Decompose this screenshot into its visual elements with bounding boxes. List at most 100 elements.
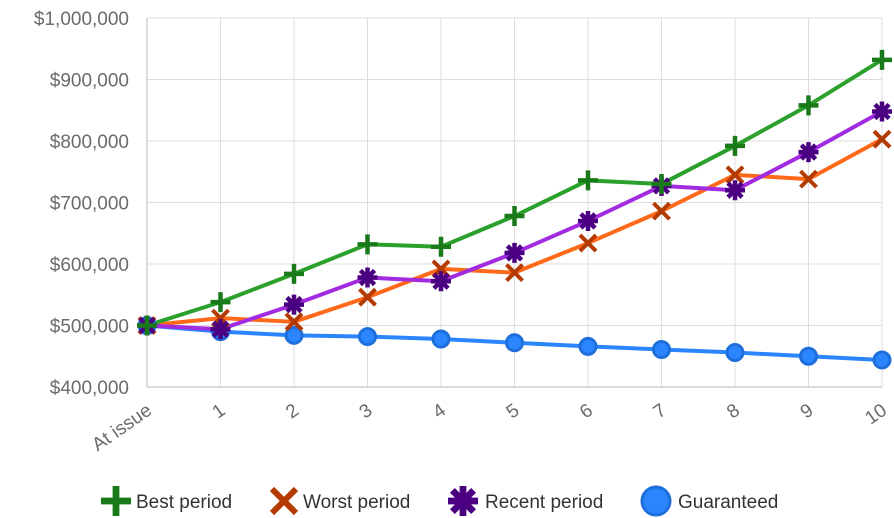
y-tick-label: $600,000 [50,255,129,276]
data-point-guaranteed [358,327,377,347]
x-tick-label: 8 [723,400,744,423]
data-point-best-period [798,95,819,116]
plus-marker-stroke [137,315,157,336]
data-point-guaranteed [652,339,671,359]
legend-marker-shape [269,486,299,516]
plus-marker-stroke [504,206,525,227]
data-point-best-period [284,263,304,284]
circle-marker-shape [358,327,377,347]
data-point-guaranteed [284,325,304,345]
data-point-guaranteed [431,329,451,349]
data-point-recent-period [431,271,451,292]
legend-marker-icon [101,486,131,516]
data-point-guaranteed [578,336,598,356]
y-tick-label: $800,000 [50,132,129,153]
data-point-best-period [357,234,378,255]
legend-item-worst-period: Worst period [269,486,410,516]
asterisk-marker-stroke [872,101,892,122]
plus-marker-stroke [578,170,598,191]
x-marker-stroke [284,312,304,332]
asterisk-marker-stroke [448,486,478,516]
y-tick-label: $900,000 [50,71,129,92]
x-marker-stroke [799,169,818,189]
data-point-best-period [725,135,745,156]
plus-marker-stroke [210,292,231,313]
x-axis-tick-labels: At issue 1 2 3 4 5 6 7 8 9 10 [88,400,890,456]
x-tick-label: 5 [503,400,524,423]
asterisk-marker-stroke [798,142,819,163]
circle-marker-shape [578,336,598,356]
legend-label: Guaranteed [678,492,778,513]
x-marker-stroke [652,201,671,221]
x-tick-label: 1 [209,400,230,423]
plus-marker-stroke [651,174,672,195]
x-tick-label: 10 [862,400,891,429]
data-point-guaranteed [799,346,818,366]
asterisk-marker-stroke [284,294,304,315]
asterisk-marker-stroke [210,319,231,340]
circle-marker-shape [872,350,892,370]
data-point-best-period [431,236,451,257]
legend-item-best-period: Best period [101,486,232,516]
x-marker-stroke [358,287,377,307]
legend: Best period Worst period Recent period Guar… [101,485,778,517]
circle-marker-shape [505,333,524,353]
data-point-worst-period [284,312,304,332]
plus-marker-stroke [725,135,745,156]
legend-item-guaranteed: Guaranteed [640,485,778,517]
legend-label: Best period [136,492,232,513]
circle-marker-shape [799,346,818,366]
y-tick-label: $400,000 [50,378,129,399]
x-marker-stroke [725,165,745,185]
grid-lines [147,17,883,388]
data-point-recent-period [357,267,378,288]
legend-item-recent-period: Recent period [448,486,603,516]
data-point-recent-period [284,294,304,315]
asterisk-marker-stroke [504,242,525,263]
x-marker-stroke [872,129,892,149]
x-tick-label: 7 [650,400,671,423]
circle-marker-shape [284,325,304,345]
legend-marker-shape [448,486,478,516]
data-point-recent-period [504,242,525,263]
plus-marker-stroke [101,486,131,516]
legend-marker-icon [269,486,299,516]
legend-marker-icon [448,486,478,516]
data-point-recent-period [578,210,598,231]
x-tick-label: 9 [797,400,818,423]
data-point-guaranteed [725,343,745,363]
data-point-guaranteed [505,333,524,353]
asterisk-marker-stroke [431,271,451,292]
plus-marker-stroke [798,95,819,116]
plus-marker-stroke [872,49,892,70]
asterisk-marker-stroke [725,180,745,201]
y-tick-label: $500,000 [50,317,129,338]
plus-marker-stroke [357,234,378,255]
x-marker-stroke [269,486,299,516]
data-point-worst-period [578,233,598,253]
asterisk-marker-stroke [578,210,598,231]
plus-marker-stroke [431,236,451,257]
legend-label: Worst period [303,492,410,513]
data-point-worst-period [872,129,892,149]
circle-marker-shape [431,329,451,349]
x-tick-label: At issue [88,400,155,456]
data-point-best-period [210,292,231,313]
series-markers [137,49,892,370]
x-marker-stroke [505,263,524,283]
y-tick-label: $700,000 [50,194,129,215]
data-point-worst-period [505,263,524,283]
y-axis-tick-labels: $400,000 $500,000 $600,000 $700,000 $800,000… [34,9,129,399]
legend-marker-shape [101,486,131,516]
data-point-recent-period [210,319,231,340]
data-point-best-period [872,49,892,70]
legend-marker-icon [640,485,672,517]
y-tick-label: $1,000,000 [34,9,129,30]
data-point-worst-period [799,169,818,189]
x-tick-label: 6 [576,400,597,423]
data-point-best-period [504,206,525,227]
data-point-worst-period [725,165,745,185]
data-point-recent-period [798,142,819,163]
x-tick-label: 4 [429,400,450,424]
